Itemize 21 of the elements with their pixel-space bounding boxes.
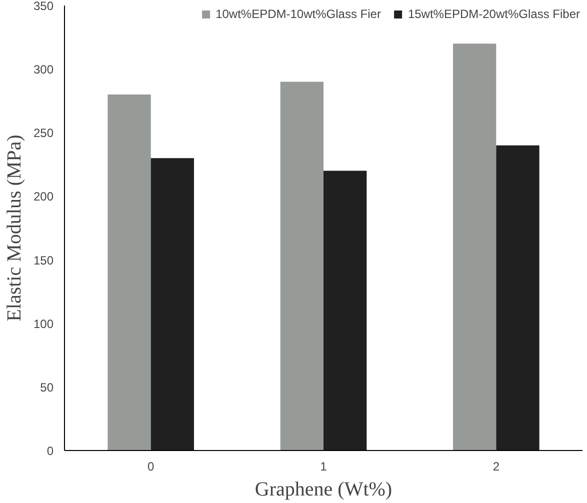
bar: [150, 158, 194, 450]
y-tick-label: 350: [33, 0, 54, 13]
legend-label: 15wt%EPDM-20wt%Glass Fiber: [408, 7, 580, 21]
x-tick-label: 0: [147, 460, 154, 474]
bar: [496, 145, 540, 450]
y-axis-title: Elastic Modulus (MPa): [3, 134, 26, 322]
y-tick-label: 250: [33, 126, 54, 140]
bar: [280, 82, 324, 450]
x-tick-label: 2: [492, 460, 500, 474]
x-tick-label: 1: [320, 460, 328, 474]
bar: [108, 94, 151, 450]
bar: [324, 170, 367, 450]
y-tick-label: 100: [33, 316, 54, 331]
y-tick-label: 200: [33, 190, 54, 204]
x-axis-title: Graphene (Wt%): [254, 478, 392, 500]
y-tick-label: 0: [46, 444, 54, 458]
y-tick-label: 300: [33, 62, 54, 77]
y-tick-label: 50: [40, 380, 54, 394]
bar: [453, 44, 496, 450]
legend-label: 10wt%EPDM-10wt%Glass Fier: [216, 7, 381, 21]
y-tick-label: 150: [33, 253, 54, 268]
